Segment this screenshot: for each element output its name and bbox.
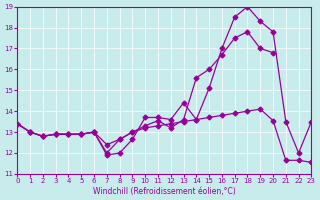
X-axis label: Windchill (Refroidissement éolien,°C): Windchill (Refroidissement éolien,°C) — [93, 187, 236, 196]
